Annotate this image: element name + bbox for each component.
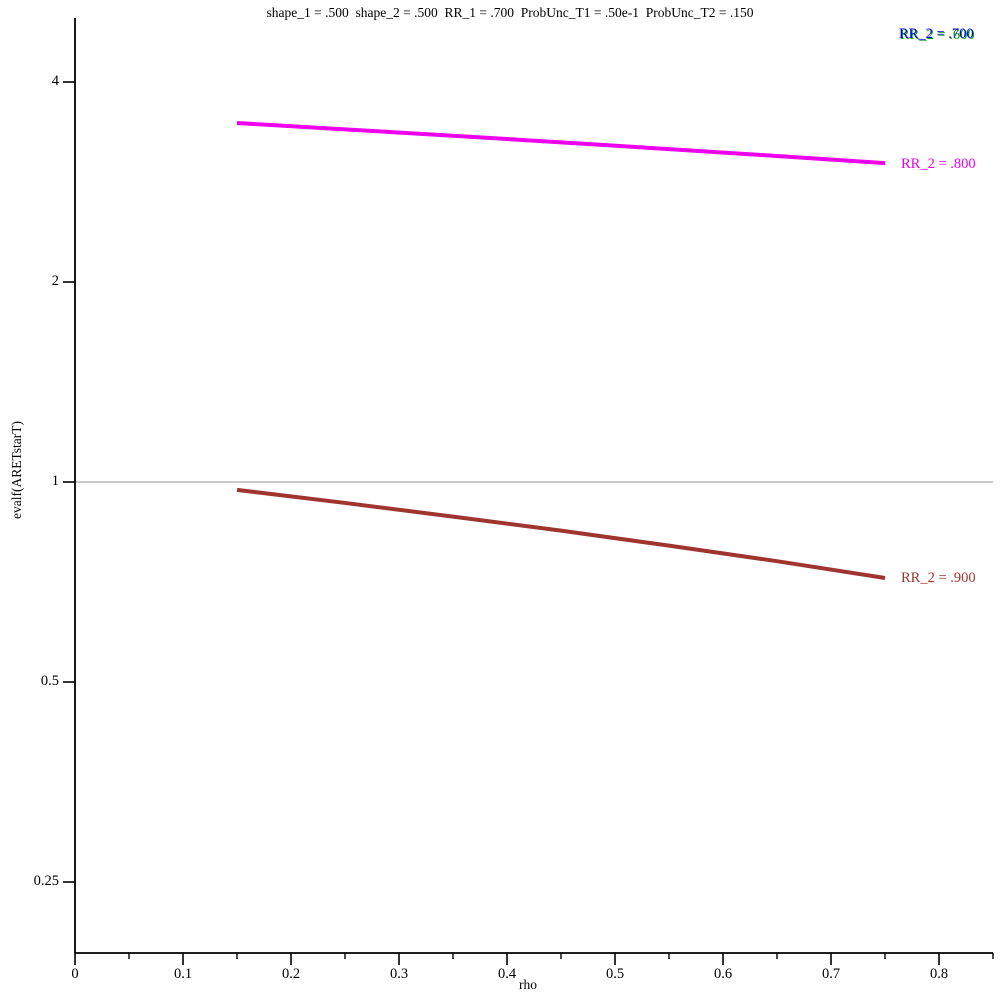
x-tick-label: 0.3 <box>389 966 409 982</box>
y-tick-label: 1 <box>51 473 59 489</box>
series-line-2800 <box>236 121 886 166</box>
chart-title: shape_1 = .500 shape_2 = .500 RR_1 = .70… <box>266 5 754 20</box>
y-tick-label: 0.5 <box>40 673 59 689</box>
x-tick-label: 0.5 <box>605 966 625 982</box>
x-axis-title: rho <box>519 977 537 992</box>
series-label: RR_2 = .800 <box>901 156 976 172</box>
x-tick-label: 0.1 <box>173 966 193 982</box>
y-tick-label: 0.25 <box>33 873 59 889</box>
y-axis-title: evalf(ARETstarT) <box>9 421 24 520</box>
series-line-2900 <box>236 487 886 580</box>
x-tick-label: 0.8 <box>929 966 949 982</box>
x-tick-label: 0.2 <box>281 966 301 982</box>
series-label: RR_2 = .900 <box>901 570 976 586</box>
x-tick-label: 0.7 <box>821 966 841 982</box>
series-label: RR_2 = .600 <box>900 27 975 43</box>
x-tick-label: 0 <box>71 966 79 982</box>
y-tick-label: 4 <box>51 73 59 89</box>
x-tick-label: 0.4 <box>497 966 517 982</box>
x-tick-label: 0.6 <box>713 966 733 982</box>
y-tick-label: 2 <box>51 273 59 289</box>
series-label: RR_2 = .700 <box>899 26 974 42</box>
